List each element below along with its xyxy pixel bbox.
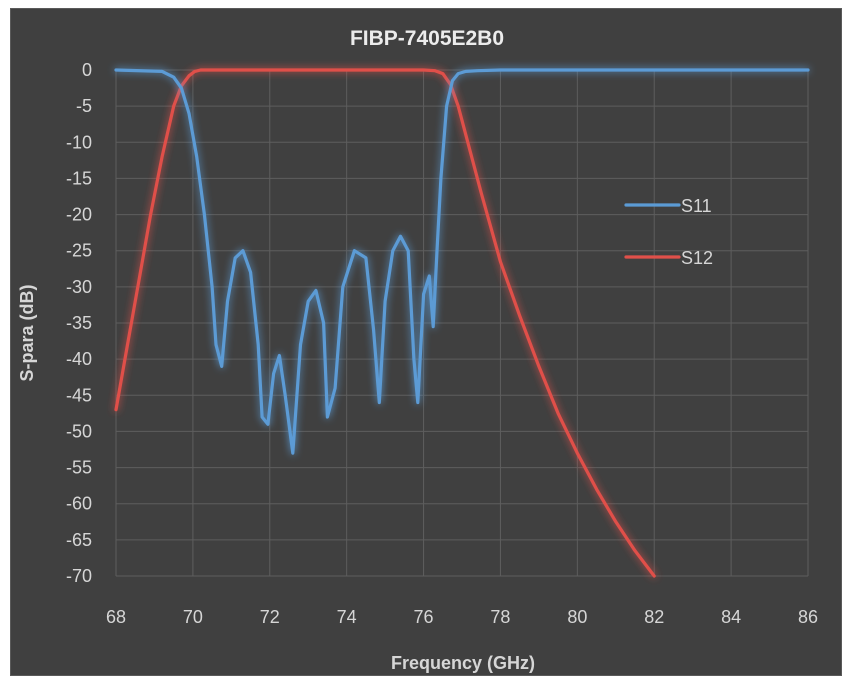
legend-label-s11: S11: [681, 196, 712, 216]
y-axis-title: S-para (dB): [17, 284, 37, 381]
y-tick-label: -65: [66, 530, 92, 550]
x-tick-label: 78: [490, 607, 510, 627]
x-tick-label: 80: [567, 607, 587, 627]
y-tick-label: -50: [66, 421, 92, 441]
series-line-s11: [114, 68, 810, 455]
plot-area: [114, 68, 810, 578]
x-tick-label: 86: [798, 607, 818, 627]
x-tick-label: 74: [337, 607, 357, 627]
y-tick-label: -10: [66, 132, 92, 152]
legend-label-s12: S12: [681, 248, 713, 268]
x-tick-label: 84: [721, 607, 741, 627]
y-tick-label: 0: [82, 60, 92, 80]
y-tick-label: -15: [66, 168, 92, 188]
legend: S11 S12: [624, 196, 713, 268]
y-tick-label: -30: [66, 277, 92, 297]
chart-canvas: FIBP-7405E2B0 0 -5 -10 -15 -20 -25 -30 -35 -40 -4…: [17, 27, 818, 673]
y-tick-label: -40: [66, 349, 92, 369]
x-tick-label: 82: [644, 607, 664, 627]
x-tick-label: 72: [260, 607, 280, 627]
y-tick-label: -35: [66, 313, 92, 333]
x-axis-title: Frequency (GHz): [391, 653, 535, 673]
x-tick-label: 70: [183, 607, 203, 627]
y-tick-label: -5: [76, 96, 92, 116]
series-line-s12: [114, 68, 656, 578]
y-tick-label: -20: [66, 205, 92, 225]
y-tick-label: -55: [66, 458, 92, 478]
chart-container: FIBP-7405E2B0 0 -5 -10 -15 -20 -25 -30 -35 -40 -4…: [10, 8, 842, 676]
grid: [115, 69, 809, 577]
x-axis: 68 70 72 74 76 78 80 82 84 86: [106, 607, 818, 627]
y-axis: 0 -5 -10 -15 -20 -25 -30 -35 -40 -45 -50 -55 -60 -65 -…: [66, 60, 92, 586]
y-tick-label: -45: [66, 385, 92, 405]
y-tick-label: -60: [66, 494, 92, 514]
y-tick-label: -70: [66, 566, 92, 586]
x-tick-label: 76: [414, 607, 434, 627]
chart-title: FIBP-7405E2B0: [350, 27, 504, 50]
y-tick-label: -25: [66, 241, 92, 261]
x-tick-label: 68: [106, 607, 126, 627]
